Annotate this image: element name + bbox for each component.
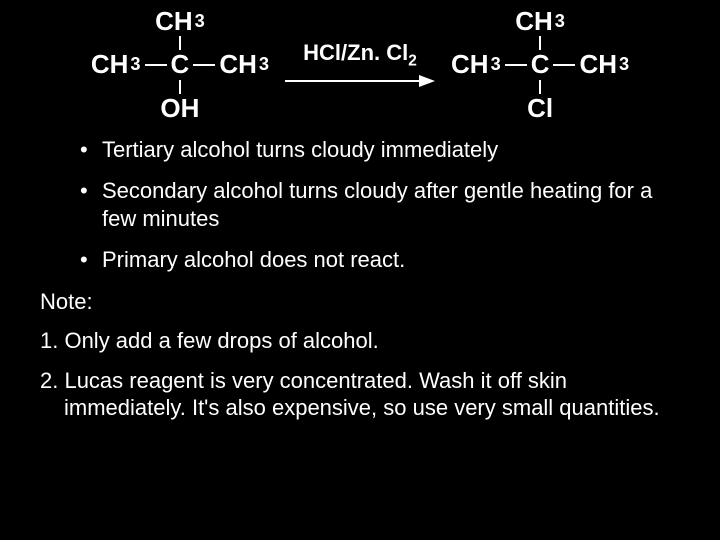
atom-top: CH xyxy=(155,8,193,35)
bond-vertical xyxy=(179,36,181,50)
reagent-sub: 2 xyxy=(408,52,417,69)
bond-horizontal xyxy=(505,64,527,66)
note-item: 2. Lucas reagent is very concentrated. W… xyxy=(40,367,670,422)
reaction-arrow-block: HCl/Zn. Cl2 xyxy=(285,40,435,90)
atom-top-sub: 3 xyxy=(195,12,205,31)
atom-right: CH xyxy=(219,51,257,78)
atom-right-sub: 3 xyxy=(619,55,629,74)
bond-horizontal xyxy=(193,64,215,66)
bullet-item: Tertiary alcohol turns cloudy immediatel… xyxy=(80,136,660,164)
atom-right: CH xyxy=(579,51,617,78)
atom-left-sub: 3 xyxy=(130,55,140,74)
atom-left: CH xyxy=(91,51,129,78)
bullet-item: Secondary alcohol turns cloudy after gen… xyxy=(80,177,660,232)
bond-horizontal xyxy=(145,64,167,66)
bond-vertical xyxy=(539,80,541,94)
atom-center: C xyxy=(531,51,550,78)
bullet-item: Primary alcohol does not react. xyxy=(80,246,660,274)
reagent-text: HCl/Zn. Cl xyxy=(303,40,408,65)
atom-right-sub: 3 xyxy=(259,55,269,74)
bond-horizontal xyxy=(553,64,575,66)
bond-vertical xyxy=(539,36,541,50)
bond-vertical xyxy=(179,80,181,94)
notes-section: Note: 1. Only add a few drops of alcohol… xyxy=(0,288,720,422)
arrow-icon xyxy=(285,72,435,90)
reactant-molecule: CH3 CH3 C CH3 OH xyxy=(91,8,269,122)
reagent-label: HCl/Zn. Cl2 xyxy=(303,40,417,70)
note-label: Note: xyxy=(40,288,670,316)
atom-top: CH xyxy=(515,8,553,35)
bullet-list: Tertiary alcohol turns cloudy immediatel… xyxy=(0,136,720,274)
atom-top-sub: 3 xyxy=(555,12,565,31)
atom-center: C xyxy=(171,51,190,78)
atom-bottom: OH xyxy=(160,95,199,122)
reaction-scheme: CH3 CH3 C CH3 OH HCl/Zn. Cl2 CH3 CH3 C xyxy=(0,0,720,122)
note-item: 1. Only add a few drops of alcohol. xyxy=(40,327,670,355)
atom-bottom: Cl xyxy=(527,95,553,122)
product-molecule: CH3 CH3 C CH3 Cl xyxy=(451,8,629,122)
atom-left-sub: 3 xyxy=(491,55,501,74)
atom-left: CH xyxy=(451,51,489,78)
